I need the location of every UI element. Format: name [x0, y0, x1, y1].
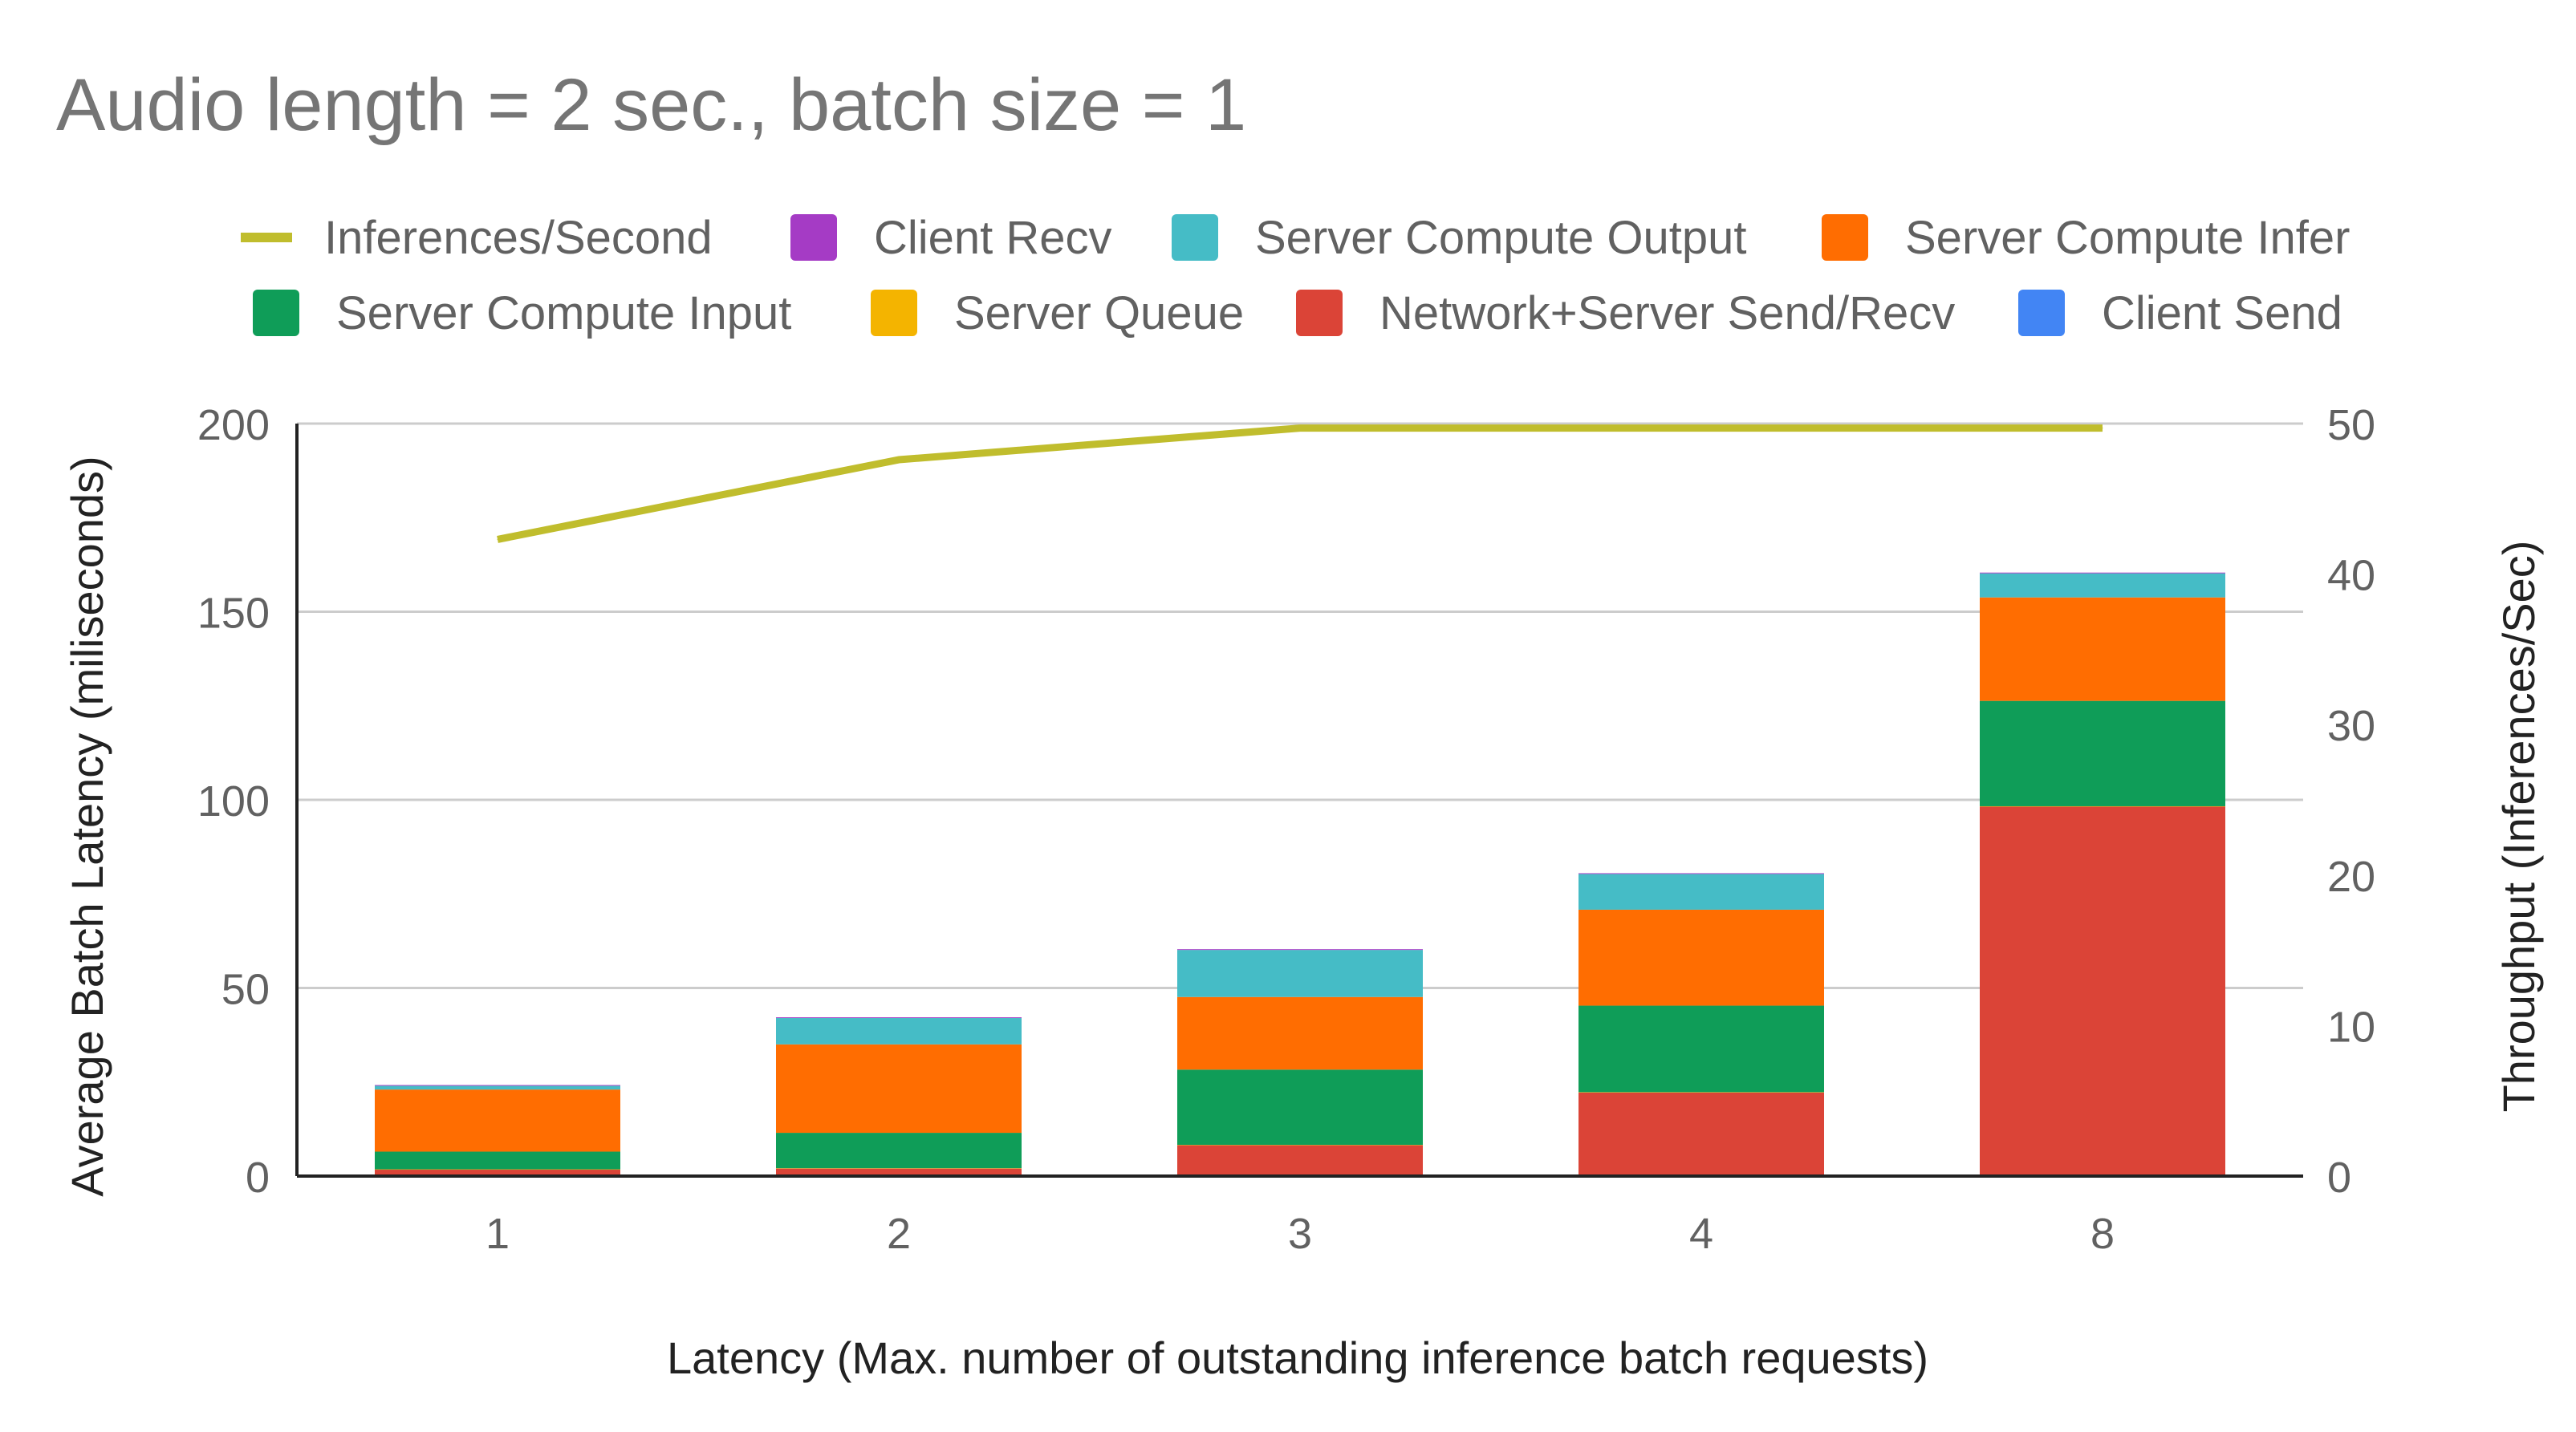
x-axis-label: Latency (Max. number of outstanding infe… — [667, 1333, 1928, 1383]
y2-tick-label: 50 — [2327, 401, 2375, 449]
legend-swatch — [1172, 214, 1218, 261]
legend-label: Server Compute Output — [1255, 212, 1747, 264]
bar-segment-server-compute-output — [776, 1018, 1022, 1045]
bar-segment-server-compute-infer — [776, 1044, 1022, 1134]
bar-segment-client-recv — [776, 1017, 1022, 1019]
legend-swatch — [790, 214, 837, 261]
legend-swatch — [871, 290, 917, 336]
legend-swatch — [1296, 290, 1343, 336]
bar-segment-client-recv — [1579, 873, 1824, 874]
y2-tick-label: 30 — [2327, 702, 2375, 750]
y2-tick-label: 40 — [2327, 552, 2375, 600]
line-layer — [497, 424, 2103, 543]
legend-swatch — [253, 290, 299, 336]
legend-item-server-compute-infer: Server Compute Infer — [1822, 212, 2350, 264]
bar-segment-server-compute-input — [375, 1151, 620, 1170]
bar-segment-server-compute-infer — [1177, 996, 1423, 1070]
bar-segment-network-server-send-recv — [1177, 1145, 1423, 1176]
y-tick-label: 0 — [246, 1154, 270, 1202]
bar-segment-server-compute-infer — [1980, 597, 2225, 701]
legend-label: Client Recv — [874, 212, 1112, 264]
axes — [295, 424, 2303, 1178]
legend-item-server-compute-output: Server Compute Output — [1172, 212, 1747, 264]
y-tick-label: 100 — [197, 777, 270, 826]
legend-item-client-recv: Client Recv — [790, 212, 1112, 264]
bar-segment-server-compute-infer — [1579, 909, 1824, 1006]
legend-label: Server Compute Infer — [1905, 212, 2350, 264]
bar-segment-server-compute-infer — [375, 1089, 620, 1152]
x-tick-label: 1 — [486, 1210, 510, 1258]
y2-tick-label: 20 — [2327, 853, 2375, 901]
legend-item-inferences-second: Inferences/Second — [241, 212, 713, 264]
bar-segment-server-compute-output — [375, 1085, 620, 1090]
legend-swatch — [1822, 214, 1868, 261]
y2-axis-label: Throughput (Inferences/Sec) — [2493, 541, 2544, 1113]
bar-segment-network-server-send-recv — [1579, 1092, 1824, 1176]
legend-label: Server Queue — [954, 287, 1244, 339]
legend-item-server-queue: Server Queue — [871, 287, 1244, 339]
y-tick-label: 50 — [221, 966, 270, 1014]
legend-label: Network+Server Send/Recv — [1379, 287, 1955, 339]
bar-segment-server-compute-output — [1980, 573, 2225, 598]
bar-segment-server-compute-input — [1579, 1005, 1824, 1093]
bar-segment-server-compute-output — [1177, 950, 1423, 997]
bar-segment-server-compute-input — [1980, 700, 2225, 806]
bar-segment-server-compute-input — [776, 1133, 1022, 1169]
legend-swatch — [2018, 290, 2065, 336]
legend-item-network-server-send-recv: Network+Server Send/Recv — [1296, 287, 1955, 339]
x-tick-label: 8 — [2090, 1210, 2115, 1258]
x-tick-label: 2 — [887, 1210, 911, 1258]
x-tick-label: 4 — [1689, 1210, 1713, 1258]
bar-segment-network-server-send-recv — [375, 1170, 620, 1176]
y-axis-label: Average Batch Latency (miliseconds) — [62, 456, 112, 1196]
bar-segment-network-server-send-recv — [776, 1168, 1022, 1176]
bars — [375, 572, 2225, 1176]
legend-label: Server Compute Input — [336, 287, 791, 339]
legend-item-client-send: Client Send — [2018, 287, 2342, 339]
y2-tick-label: 10 — [2327, 1003, 2375, 1051]
chart-title: Audio length = 2 sec., batch size = 1 — [56, 64, 1246, 146]
legend: Inferences/Second Client Recv Server Compu… — [241, 212, 2350, 339]
tick-labels: 0 50 100 150 200 0 10 20 30 40 50 1 2 3 4 8 — [197, 401, 2375, 1258]
x-tick-label: 3 — [1288, 1210, 1312, 1258]
y-tick-label: 200 — [197, 401, 270, 449]
line-series-inferences-second — [497, 424, 2103, 543]
legend-swatch — [241, 233, 292, 242]
bar-segment-client-recv — [1980, 572, 2225, 574]
y2-tick-label: 0 — [2327, 1154, 2351, 1202]
y-tick-label: 150 — [197, 590, 270, 638]
bar-segment-client-recv — [375, 1085, 620, 1086]
bar-segment-server-compute-input — [1177, 1069, 1423, 1146]
legend-item-server-compute-input: Server Compute Input — [253, 287, 791, 339]
bar-segment-server-compute-output — [1579, 874, 1824, 910]
bar-segment-network-server-send-recv — [1980, 806, 2225, 1176]
legend-label: Inferences/Second — [324, 212, 713, 264]
bar-segment-client-recv — [1177, 949, 1423, 951]
legend-label: Client Send — [2102, 287, 2342, 339]
